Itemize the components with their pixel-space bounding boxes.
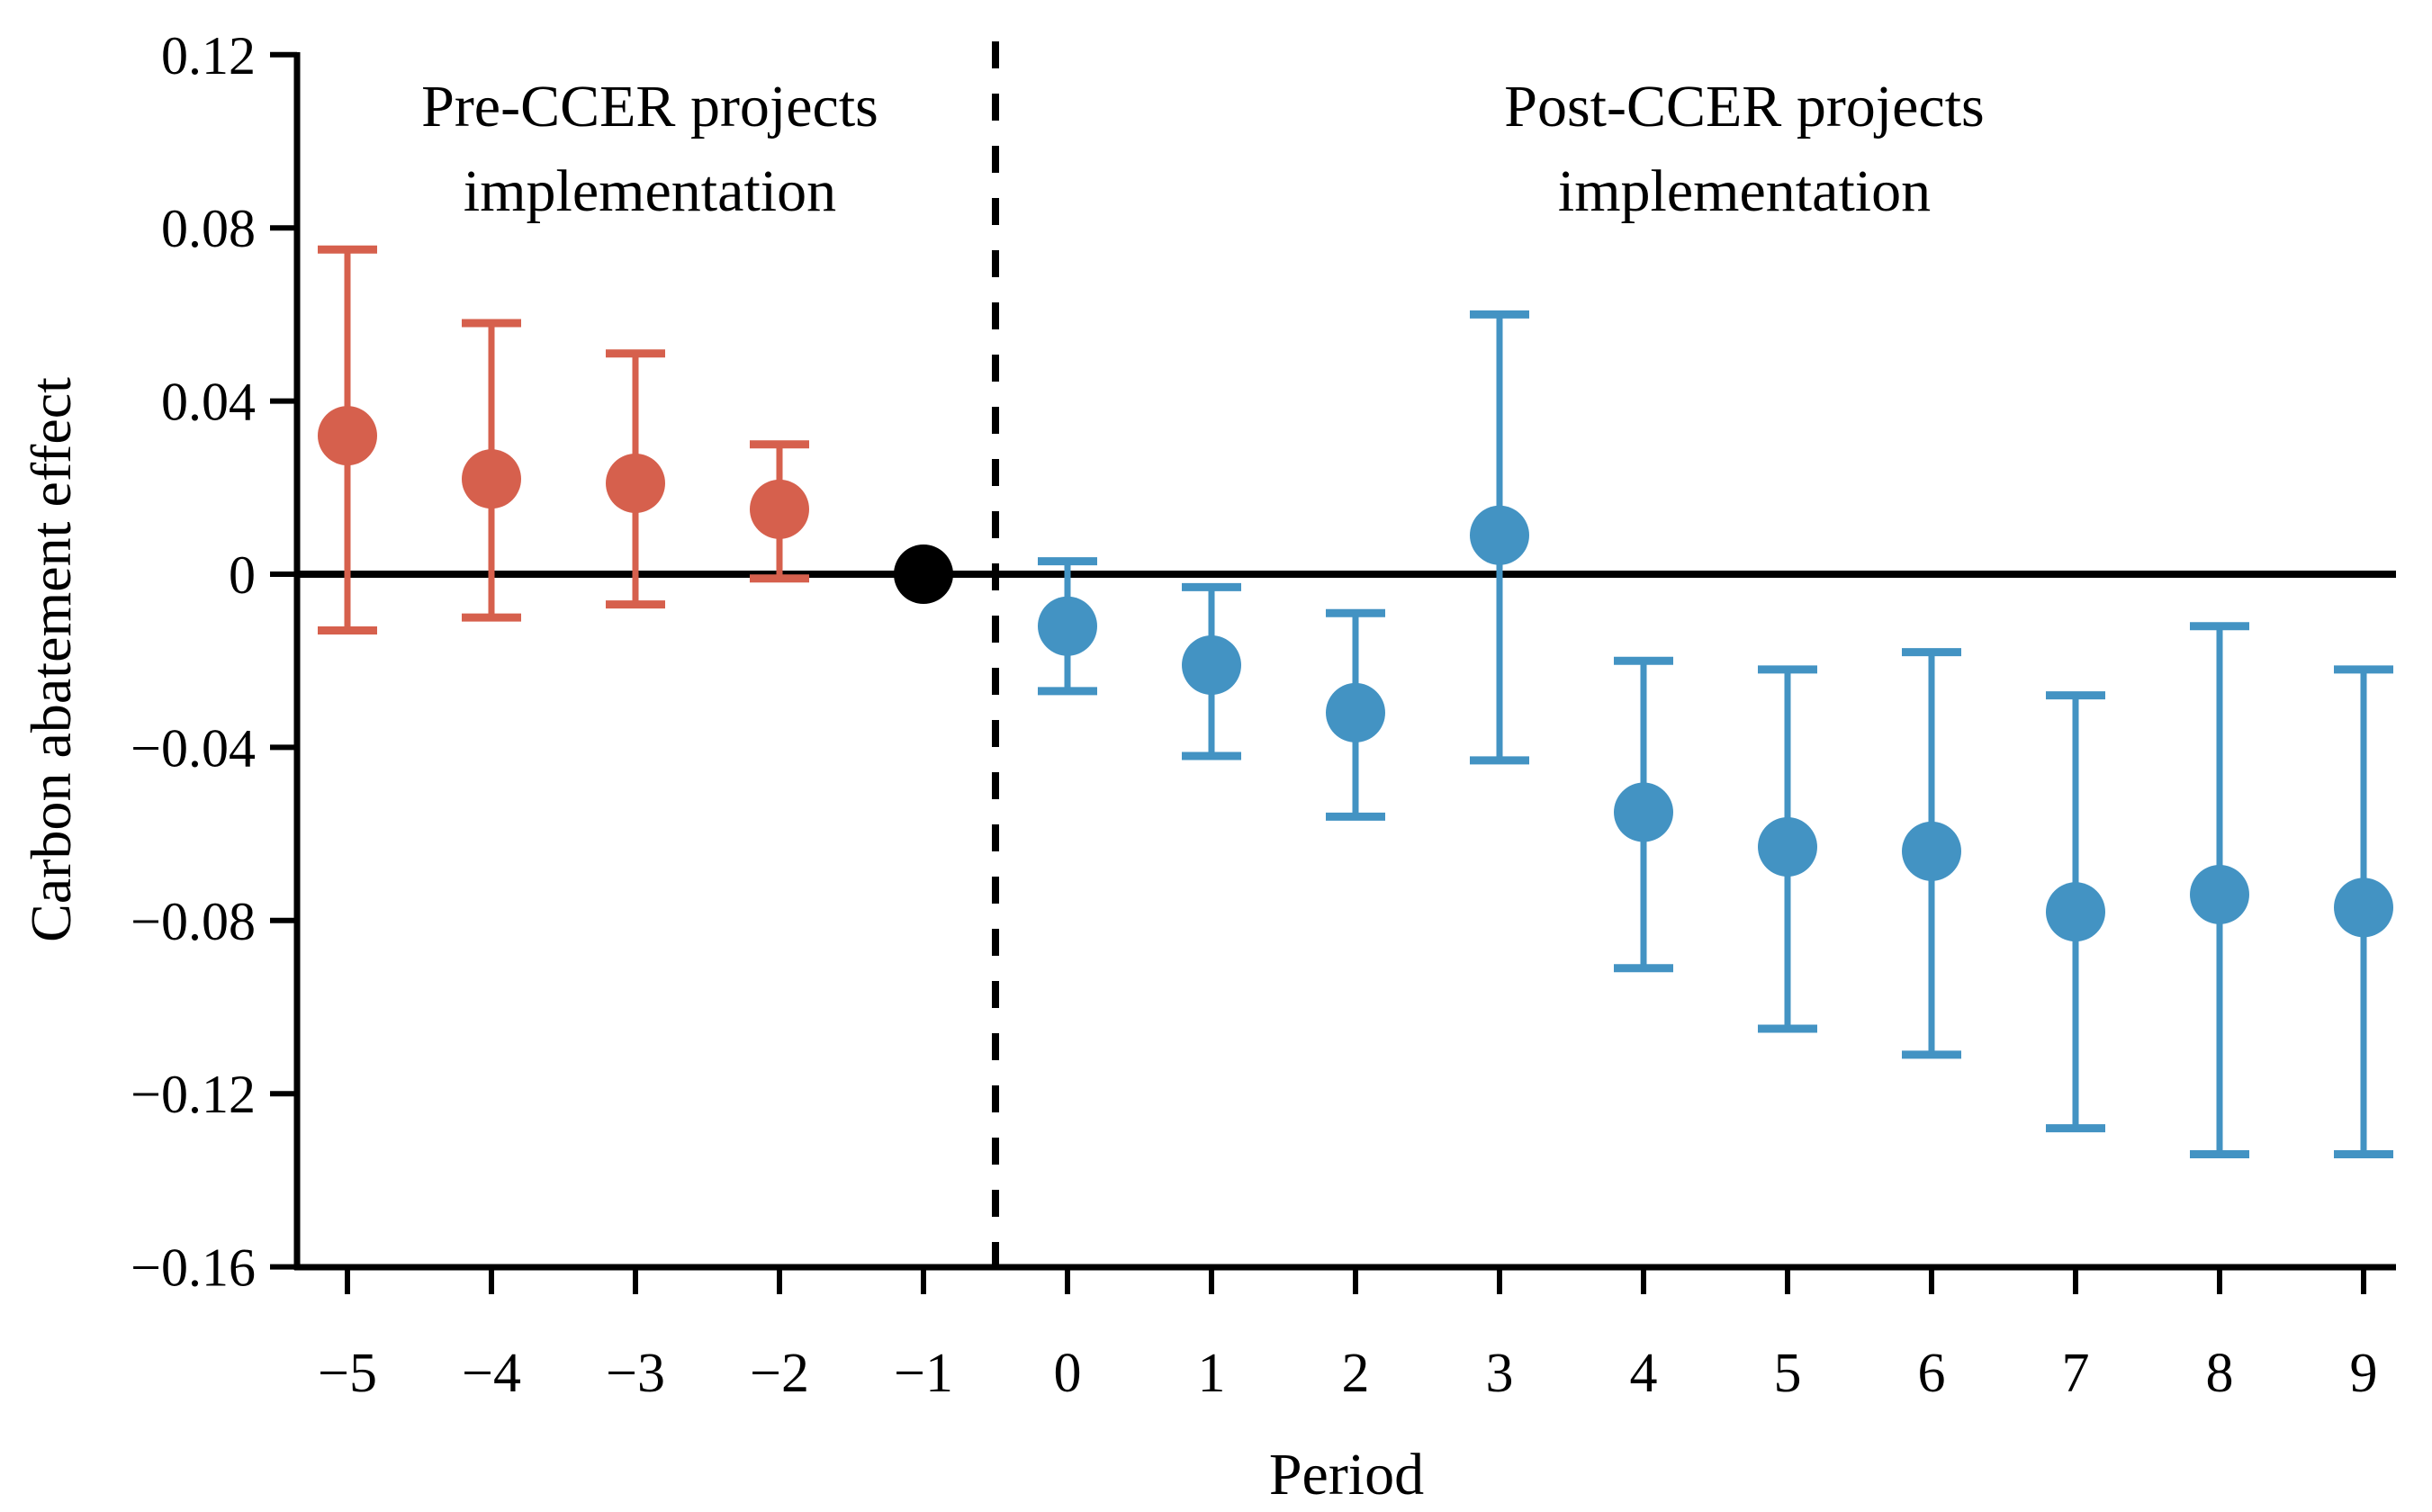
x-axis-tick-label: −4 (462, 1343, 521, 1404)
y-axis-tick-label: −0.12 (131, 1065, 256, 1124)
data-point-period-8 (2190, 622, 2249, 1159)
x-axis-tick-label: −3 (606, 1343, 665, 1404)
data-points-layer (318, 245, 2393, 1159)
point-marker (1614, 782, 1673, 842)
x-axis-tick-label: 0 (1054, 1343, 1082, 1404)
x-axis-tick-label: 3 (1486, 1343, 1514, 1404)
data-point-period-1 (1182, 582, 1241, 760)
data-point-period-3 (1470, 310, 1529, 765)
x-axis-tick-label: −1 (894, 1343, 953, 1404)
y-axis-tick-label: 0 (229, 545, 256, 605)
point-marker (606, 453, 665, 513)
point-marker (1470, 505, 1529, 565)
data-point-period-5 (1758, 665, 1817, 1033)
x-axis-tick-label: 1 (1198, 1343, 1226, 1404)
point-marker (318, 406, 377, 466)
point-marker (1902, 821, 1961, 881)
post-period-annotation-line1: Post-CCER projects (1504, 74, 1985, 140)
data-point-period--1 (894, 544, 953, 604)
point-marker (462, 449, 521, 509)
data-point-period--3 (606, 349, 665, 609)
y-axis-title: Carbon abatement effect (19, 377, 83, 942)
x-axis-tick-label: 8 (2206, 1343, 2234, 1404)
x-axis-tick-label: 5 (1774, 1343, 1802, 1404)
y-axis-tick-label: −0.08 (131, 892, 256, 951)
point-marker (750, 479, 809, 539)
y-axis-tick-label: 0.04 (161, 373, 256, 432)
x-axis-tick-label: 6 (1918, 1343, 1946, 1404)
point-marker (2046, 882, 2105, 942)
data-point-period-6 (1902, 648, 1961, 1059)
data-point-period--2 (750, 440, 809, 583)
data-point-period-4 (1614, 656, 1673, 973)
x-axis-tick-label: −5 (318, 1343, 377, 1404)
x-axis-tick-label: 4 (1630, 1343, 1658, 1404)
text-labels-layer: Period Carbon abatement effect Pre-CCER pr… (19, 74, 1985, 1508)
post-period-annotation-line2: implementation (1558, 158, 1931, 224)
x-axis-tick-label: −2 (750, 1343, 809, 1404)
data-point-period-2 (1326, 608, 1385, 821)
pre-period-annotation-line2: implementation (464, 158, 836, 224)
reference-lines-layer (297, 41, 2396, 1264)
point-marker (1326, 682, 1385, 742)
pre-period-annotation-line1: Pre-CCER projects (421, 74, 878, 140)
data-point-period-9 (2334, 665, 2393, 1159)
y-axis-tick-label: −0.04 (131, 718, 256, 778)
x-axis-tick-label: 2 (1342, 1343, 1370, 1404)
point-marker (894, 544, 953, 604)
data-point-period--5 (318, 245, 377, 635)
data-point-period--4 (462, 319, 521, 622)
x-axis-tick-label: 7 (2062, 1343, 2090, 1404)
point-marker (1038, 596, 1097, 656)
axes-layer: 0.12 0.08 0.04 0 −0.04 −0.08 −0.12 −0.16 −5 −4 −3 −… (131, 26, 2396, 1404)
point-marker (2334, 878, 2393, 938)
y-axis-tick-label: 0.12 (161, 26, 256, 86)
point-marker (1758, 817, 1817, 878)
y-axis-tick-label: −0.16 (131, 1238, 256, 1298)
point-marker (2190, 864, 2249, 924)
data-point-period-7 (2046, 691, 2105, 1133)
x-axis-title: Period (1269, 1442, 1424, 1508)
y-axis-tick-label: 0.08 (161, 199, 256, 258)
point-marker (1182, 635, 1241, 696)
x-axis-tick-label: 9 (2350, 1343, 2378, 1404)
data-point-period-0 (1038, 557, 1097, 696)
